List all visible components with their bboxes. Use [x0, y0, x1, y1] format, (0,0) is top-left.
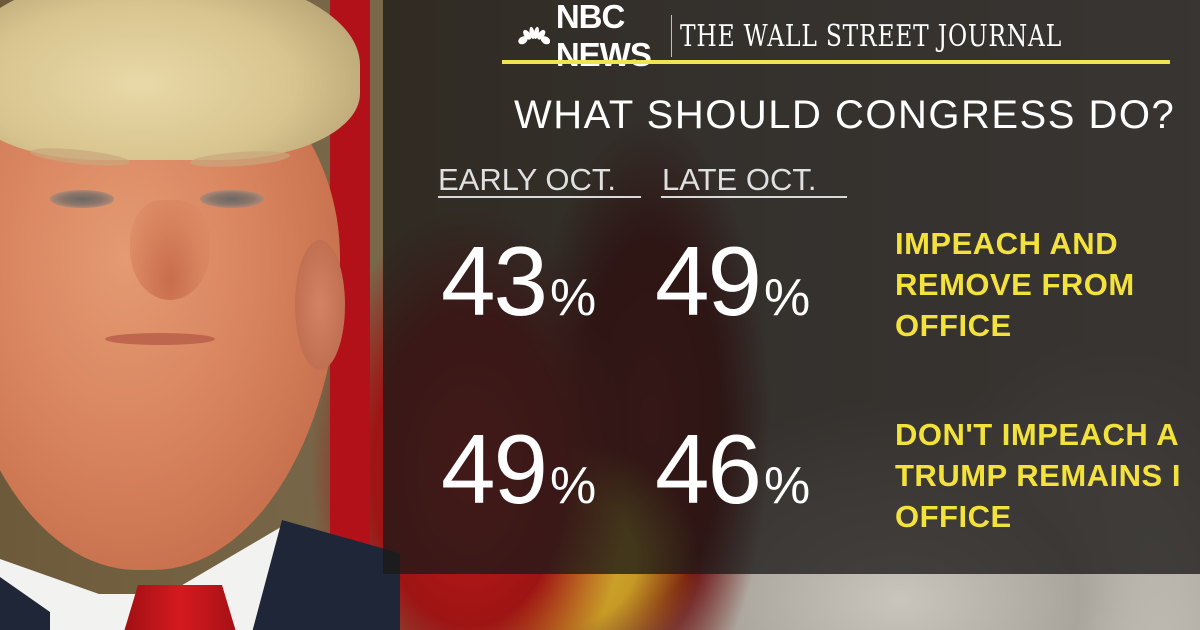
hair [0, 0, 360, 160]
graphic-title: WHAT SHOULD CONGRESS DO? [514, 93, 1176, 137]
wsj-logo: THE WALL STREET JOURNAL [680, 18, 1063, 54]
column-underline [661, 196, 847, 198]
column-underline [438, 196, 641, 198]
value-impeach-late: 49% [655, 226, 811, 336]
value-dont-impeach-late: 46% [655, 414, 811, 524]
eye-right [200, 190, 264, 208]
ear [295, 240, 345, 370]
label-impeach-and-remove: IMPEACH AND REMOVE FROM OFFICE [895, 226, 1135, 343]
mouth [105, 333, 215, 345]
poll-overlay-panel [383, 0, 1200, 574]
red-tie [120, 585, 240, 630]
value-dont-impeach-early: 49% [441, 414, 597, 524]
column-header-late-oct: LATE OCT. [662, 162, 817, 197]
nbc-peacock-icon [518, 26, 550, 45]
nbc-news-logo: NBC NEWS [555, 0, 652, 73]
nose [130, 200, 210, 300]
value-impeach-early: 43% [441, 226, 597, 336]
label-dont-impeach: DON'T IMPEACH A TRUMP REMAINS I OFFICE [895, 417, 1181, 534]
brand-divider [670, 15, 673, 57]
portrait-photo [0, 0, 400, 630]
column-header-early-oct: EARLY OCT. [438, 162, 617, 197]
eye-left [50, 190, 114, 208]
header-rule [502, 60, 1170, 64]
brand-header: NBC NEWS THE WALL STREET JOURNAL [502, 0, 1170, 73]
